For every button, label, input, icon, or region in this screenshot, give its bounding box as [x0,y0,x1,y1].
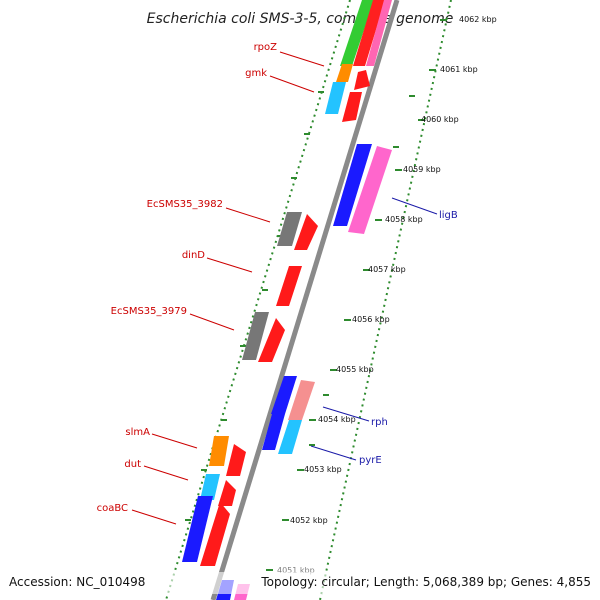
gene-label-rph[interactable]: rph [371,417,388,428]
tick-4061: 4061 kbp [429,65,478,74]
tick-label: 4055 kbp [336,365,374,374]
gene-coaBC[interactable] [182,496,213,562]
tick-4059: 4059 kbp [395,165,441,174]
tick-4052: 4052 kbp [282,516,328,525]
kbp-ticks: 4062 kbp 4061 kbp 4060 kbp 4059 kbp 4058… [266,15,497,575]
gene-EcSMS35-3979-forward[interactable] [258,318,285,362]
gene-dut-forward[interactable] [218,480,236,506]
gene-features [182,0,392,600]
gene-label-ligB[interactable]: ligB [439,210,458,221]
gene-label-dinD[interactable]: dinD [182,250,205,261]
connector-rph [322,406,370,422]
gene-label-pyrE[interactable]: pyrE [359,455,382,466]
gene-rph-blue[interactable] [271,376,297,414]
gene-label-EcSMS35-3982[interactable]: EcSMS35_3982 [147,199,223,210]
right-ruler [319,0,452,600]
gene-rph[interactable] [288,380,315,420]
footer-backdrop [0,572,600,594]
connector-EcSMS35-3979 [189,313,235,331]
genome-backbone [210,0,400,600]
gene-ligB-blue[interactable] [333,144,372,226]
gene-labels: rpoZ gmk EcSMS35_3982 dinD EcSMS35_3979 … [97,42,458,514]
tick-label: 4058 kbp [385,215,423,224]
tick-label: 4059 kbp [403,165,441,174]
gene-rpoZ[interactable] [336,64,353,82]
left-ruler [165,0,351,600]
gene-slmA[interactable] [209,436,229,466]
tick-4051: 4051 kbp [266,566,315,575]
gene-ligB[interactable] [348,146,392,234]
tick-label: 4054 kbp [318,415,356,424]
gene-rpoZ-region-top[interactable] [340,0,374,66]
tick-4062: 4062 kbp [440,15,497,24]
gene-rpoZ-region-top-pink[interactable] [366,0,392,66]
gene-dinD[interactable] [276,266,302,306]
accession-text: Accession: NC_010498 [9,575,145,589]
tick-4055: 4055 kbp [330,365,374,374]
dotted-rulers [165,0,452,600]
tick-4054: 4054 kbp [309,415,356,424]
tick-4058: 4058 kbp [375,215,423,224]
gene-label-gmk[interactable]: gmk [245,68,267,79]
tick-label: 4053 kbp [304,465,342,474]
tick-label: 4051 kbp [277,566,315,575]
tick-4053: 4053 kbp [297,465,342,474]
gene-EcSMS35-3979[interactable] [242,312,269,360]
gene-dut[interactable] [200,474,220,500]
connector-pyrE [310,445,357,461]
connector-dinD [206,257,253,273]
tick-label: 4061 kbp [440,65,478,74]
connector-ligB [391,197,438,215]
tick-label: 4057 kbp [368,265,406,274]
genome-title: Escherichia coli SMS-3-5, complete genom… [147,11,454,27]
gene-coaBC-forward[interactable] [200,502,230,566]
tick-label: 4056 kbp [352,315,390,324]
gene-pyrE[interactable] [278,420,302,454]
gene-slmA-forward[interactable] [226,444,246,476]
gene-rpoZ-region-top-forward[interactable] [353,0,385,66]
gene-label-slmA[interactable]: slmA [125,427,150,438]
label-connectors [131,51,438,525]
gene-EcSMS35-3982-forward[interactable] [294,214,318,250]
gene-pyrE-blue[interactable] [262,414,285,450]
tick-4060: 4060 kbp [418,115,459,124]
tick-4056: 4056 kbp [344,315,390,324]
topology-text: Topology: circular; Length: 5,068,389 bp… [260,575,591,589]
tick-label: 4052 kbp [290,516,328,525]
connector-gmk [269,75,315,93]
connector-dut [143,465,189,481]
connector-EcSMS35-3982 [225,207,271,223]
connector-slmA [151,433,198,449]
tick-label: 4060 kbp [421,115,459,124]
connector-coaBC [131,509,177,525]
gene-EcSMS35-3982[interactable] [277,212,302,246]
tick-4057: 4057 kbp [363,265,406,274]
gene-label-coaBC[interactable]: coaBC [97,503,128,514]
tick-label: 4062 kbp [459,15,497,24]
gene-gmk[interactable] [354,70,370,90]
gene-label-dut[interactable]: dut [124,459,141,470]
gene-gmk-cyan[interactable] [325,82,346,114]
gene-label-EcSMS35-3979[interactable]: EcSMS35_3979 [111,306,187,317]
gene-label-rpoZ[interactable]: rpoZ [254,42,278,53]
connector-rpoZ [279,51,325,67]
gene-gmk-forward[interactable] [342,92,362,122]
